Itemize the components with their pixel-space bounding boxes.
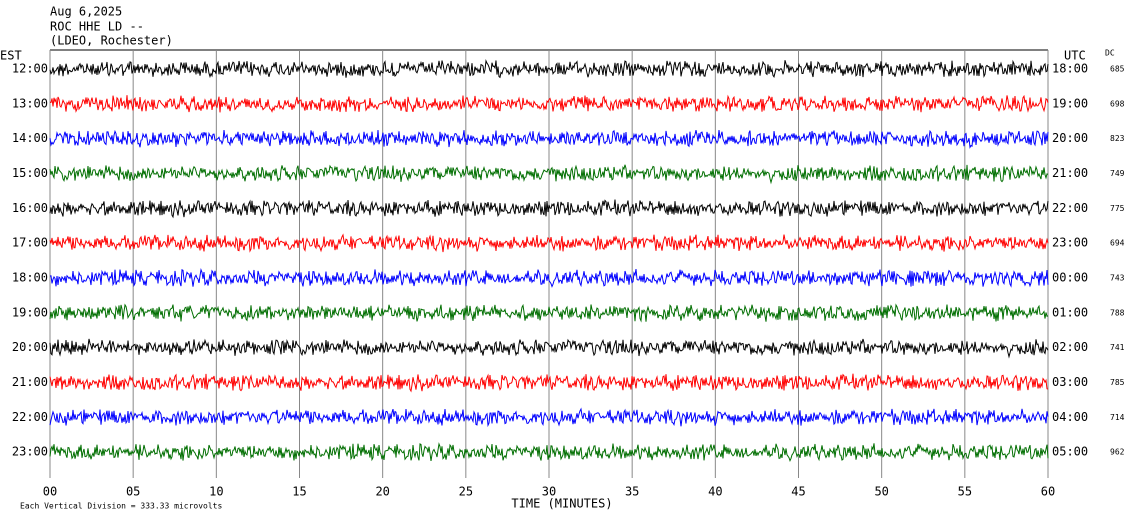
network: (LDEO, Rochester) [50, 34, 173, 48]
x-tick-label: 10 [209, 485, 223, 499]
x-tick-label: 05 [126, 485, 140, 499]
dc-value: 749 [1110, 169, 1125, 178]
dc-value: 698 [1110, 99, 1125, 108]
est-label: 12:00 [12, 62, 48, 76]
est-label: 18:00 [12, 271, 48, 285]
dc-value: 743 [1110, 274, 1125, 283]
est-label: 15:00 [12, 166, 48, 180]
trace [49, 303, 1049, 323]
est-label: 14:00 [12, 131, 48, 145]
x-tick-label: 45 [791, 485, 805, 499]
utc-label: 03:00 [1052, 375, 1088, 389]
trace [49, 442, 1049, 462]
dc-value: 741 [1110, 343, 1125, 352]
trace [49, 129, 1049, 149]
trace [49, 58, 1049, 79]
dc-value: 962 [1110, 448, 1125, 457]
utc-label: 19:00 [1052, 96, 1088, 110]
trace [49, 94, 1049, 113]
dc-value: 823 [1110, 134, 1125, 143]
x-tick-label: 55 [958, 485, 972, 499]
utc-label: 00:00 [1052, 271, 1088, 285]
utc-label: 23:00 [1052, 236, 1088, 250]
trace [49, 267, 1049, 288]
x-tick-label: 20 [375, 485, 389, 499]
utc-label: 20:00 [1052, 131, 1088, 145]
utc-label: 01:00 [1052, 305, 1088, 319]
utc-label: 18:00 [1052, 62, 1088, 76]
trace [49, 373, 1049, 393]
date: Aug 6,2025 [50, 5, 122, 19]
est-label: 23:00 [12, 445, 48, 459]
est-label: 20:00 [12, 340, 48, 354]
dc-value: 788 [1110, 308, 1125, 317]
x-tick-label: 50 [874, 485, 888, 499]
x-tick-label: 25 [459, 485, 473, 499]
dc-value: 685 [1110, 65, 1125, 74]
x-tick-label: 30 [542, 485, 556, 499]
est-label: 13:00 [12, 96, 48, 110]
est-label: 21:00 [12, 375, 48, 389]
x-axis-label: TIME (MINUTES) [511, 497, 612, 511]
x-tick-label: 35 [625, 485, 639, 499]
trace [49, 233, 1049, 253]
utc-label: 05:00 [1052, 445, 1088, 459]
footnote: Each Vertical Division = 333.33 microvol… [20, 502, 222, 511]
dc-label: DC [1105, 49, 1115, 58]
est-label: 19:00 [12, 305, 48, 319]
trace [49, 164, 1049, 185]
left-zone: EST [0, 49, 22, 63]
utc-label: 22:00 [1052, 201, 1088, 215]
est-label: 16:00 [12, 201, 48, 215]
dc-value: 775 [1110, 204, 1125, 213]
x-tick-label: 60 [1041, 485, 1055, 499]
utc-label: 21:00 [1052, 166, 1088, 180]
x-tick-label: 15 [292, 485, 306, 499]
dc-value: 785 [1110, 378, 1125, 387]
right-zone: UTC [1064, 49, 1086, 63]
station: ROC HHE LD -- [50, 20, 144, 34]
utc-label: 04:00 [1052, 410, 1088, 424]
utc-label: 02:00 [1052, 340, 1088, 354]
x-tick-label: 00 [43, 485, 57, 499]
trace [49, 199, 1049, 219]
trace [49, 338, 1049, 359]
est-label: 17:00 [12, 236, 48, 250]
trace [49, 407, 1049, 428]
est-label: 22:00 [12, 410, 48, 424]
x-tick-label: 40 [708, 485, 722, 499]
dc-value: 714 [1110, 413, 1125, 422]
dc-value: 694 [1110, 239, 1125, 248]
